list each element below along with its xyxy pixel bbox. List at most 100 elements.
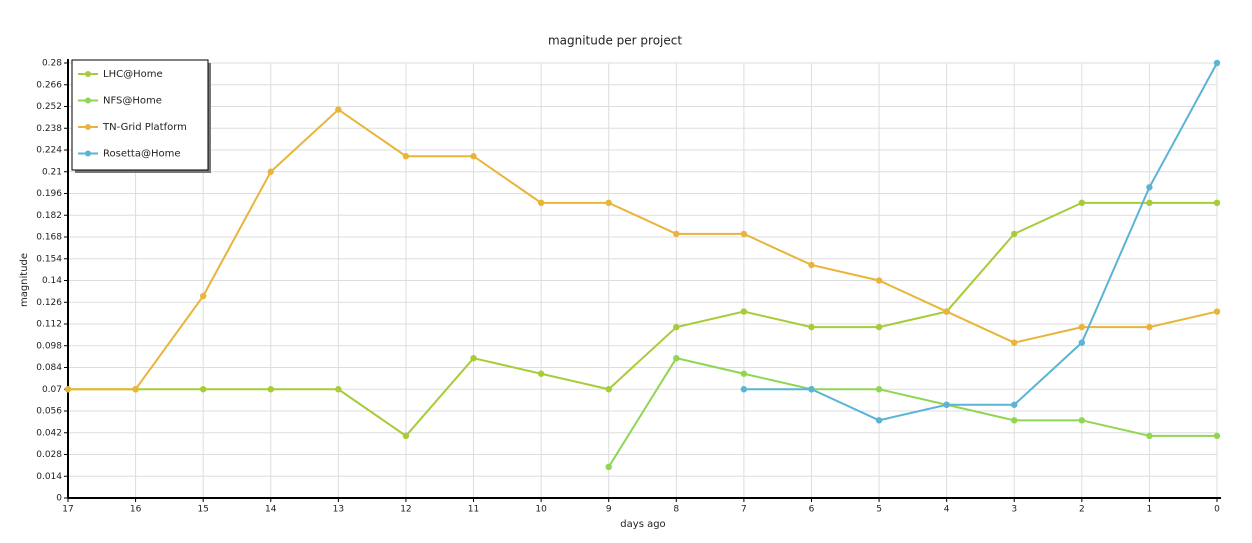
x-tick-label: 9	[606, 505, 612, 515]
y-tick-label: 0.056	[36, 407, 62, 417]
data-point	[1146, 184, 1153, 191]
data-point	[1011, 339, 1018, 346]
data-point	[605, 199, 612, 207]
data-point	[808, 386, 815, 393]
data-point	[808, 323, 815, 331]
series-line	[68, 108, 1218, 391]
data-point	[199, 386, 207, 393]
data-point	[673, 354, 680, 362]
data-point	[470, 153, 477, 160]
y-tick-label: 0.042	[36, 428, 62, 438]
legend-marker	[85, 97, 91, 104]
x-tick-label: 3	[1011, 505, 1017, 515]
y-tick-label: 0.084	[36, 363, 62, 373]
y-tick-label: 0.224	[36, 146, 62, 156]
data-point	[673, 323, 680, 331]
data-point	[875, 277, 883, 284]
chart-title: magnitude per project	[548, 34, 682, 48]
y-tick-label: 0.21	[42, 167, 62, 177]
data-point	[605, 386, 612, 393]
data-point	[132, 386, 139, 393]
data-point	[740, 386, 748, 393]
x-tick-label: 10	[535, 505, 547, 515]
data-point	[740, 308, 748, 315]
y-tick-label: 0.07	[42, 385, 62, 395]
y-tick-label: 0.154	[36, 254, 62, 264]
data-point	[1078, 323, 1086, 331]
x-tick-label: 14	[265, 505, 277, 515]
data-point	[1213, 199, 1221, 207]
x-tick-label: 2	[1079, 505, 1085, 515]
data-point	[1146, 323, 1153, 331]
x-tick-label: 16	[130, 505, 142, 515]
x-tick-label: 17	[62, 505, 73, 515]
y-tick-label: 0.266	[36, 80, 62, 90]
data-point	[335, 386, 342, 393]
data-point	[943, 401, 950, 408]
y-tick-label: 0.126	[36, 298, 62, 308]
data-point	[1146, 199, 1153, 207]
series-line	[743, 62, 1218, 422]
data-point	[943, 308, 950, 315]
data-point	[199, 292, 207, 300]
legend-label: NFS@Home	[103, 96, 162, 107]
data-point	[402, 153, 410, 160]
x-tick-label: 12	[400, 505, 411, 515]
data-point	[1213, 308, 1221, 315]
x-tick-label: 1	[1147, 505, 1153, 515]
data-point	[537, 199, 545, 207]
data-point	[1078, 339, 1086, 346]
data-point	[1146, 432, 1153, 440]
legend-label: LHC@Home	[103, 69, 163, 80]
data-point	[537, 370, 545, 377]
data-point	[875, 386, 883, 393]
legend-marker	[85, 124, 91, 130]
y-tick-label: 0.112	[36, 320, 62, 330]
y-tick-label: 0.14	[42, 276, 62, 286]
x-tick-label: 0	[1214, 505, 1220, 515]
x-tick-label: 8	[673, 505, 679, 515]
data-point	[335, 106, 342, 113]
legend-marker	[85, 150, 91, 157]
y-tick-label: 0	[56, 494, 62, 504]
y-tick-label: 0.252	[36, 102, 62, 112]
legend	[71, 59, 209, 171]
x-tick-label: 13	[333, 505, 344, 515]
x-tick-label: 15	[197, 505, 208, 515]
y-tick-label: 0.168	[36, 233, 62, 243]
x-tick-label: 5	[876, 505, 882, 515]
data-point	[1213, 432, 1221, 440]
x-tick-label: 7	[741, 505, 747, 515]
y-tick-label: 0.238	[36, 124, 62, 134]
data-point	[740, 230, 748, 238]
data-point	[1078, 199, 1086, 207]
data-point	[402, 432, 410, 440]
data-point	[673, 230, 680, 238]
data-point	[1078, 417, 1086, 424]
data-point	[808, 261, 815, 269]
data-point	[1213, 59, 1221, 67]
y-tick-label: 0.014	[36, 472, 62, 482]
data-point	[740, 370, 748, 377]
y-tick-label: 0.182	[36, 211, 62, 221]
y-axis-label: magnitude	[19, 253, 30, 307]
x-tick-label: 4	[944, 505, 950, 515]
x-tick-label: 11	[468, 505, 479, 515]
legend-label: TN-Grid Platform	[102, 122, 187, 133]
data-point	[605, 463, 612, 471]
y-tick-label: 0.28	[42, 59, 62, 69]
series-line	[607, 357, 1217, 468]
data-point	[470, 354, 477, 362]
x-axis-label: days ago	[620, 519, 665, 530]
y-tick-label: 0.028	[36, 450, 62, 460]
y-tick-label: 0.196	[36, 189, 62, 199]
x-tick-label: 6	[809, 505, 815, 515]
legend-marker	[85, 71, 91, 77]
legend-label: Rosetta@Home	[103, 149, 180, 160]
series-line	[68, 201, 1217, 438]
data-point	[1011, 230, 1018, 238]
y-tick-label: 0.098	[36, 341, 62, 351]
data-point	[875, 417, 883, 424]
data-point	[64, 386, 72, 393]
